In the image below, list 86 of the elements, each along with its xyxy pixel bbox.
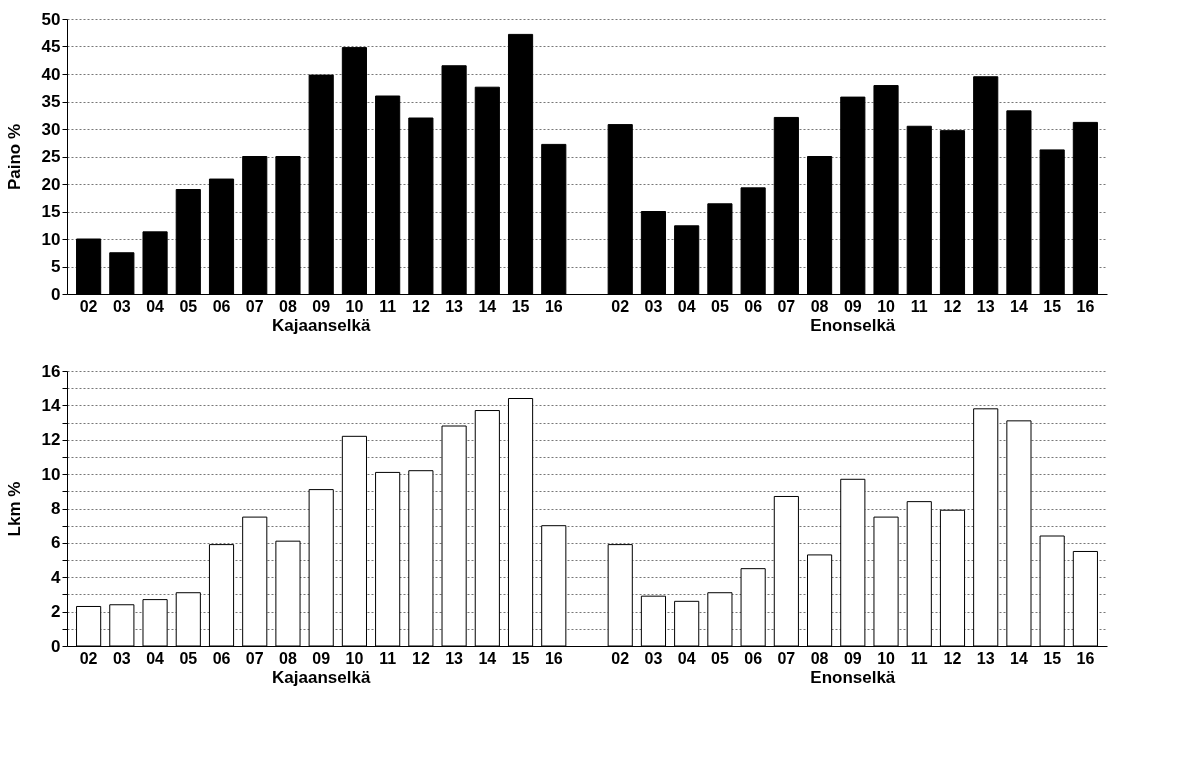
x-tick-label: 16 xyxy=(1076,650,1095,667)
x-tick-label: 03 xyxy=(644,650,663,667)
text: Kajaanselkä xyxy=(272,316,371,335)
x-tick-label: 09 xyxy=(843,650,862,667)
x-tick-label: 13 xyxy=(976,650,995,667)
x-tick-label: 07 xyxy=(245,298,264,315)
x-tick-label: 08 xyxy=(279,650,297,667)
x-tick-label: 12 xyxy=(411,650,430,667)
x-tick-label: 13 xyxy=(445,650,464,667)
text: Enonselkä xyxy=(810,316,896,335)
text: Kajaanselkä xyxy=(272,668,371,687)
y-tick-label: 5 xyxy=(51,257,61,276)
x-tick-label: 10 xyxy=(877,650,896,667)
x-tick-label: 11 xyxy=(910,650,928,667)
x-tick-label: 08 xyxy=(279,298,297,315)
x-tick-label: 13 xyxy=(445,298,464,315)
x-tick-label: 14 xyxy=(478,298,497,315)
y-tick-label: 40 xyxy=(41,64,61,84)
x-tick-label: 06 xyxy=(212,650,231,667)
y-tick-label: 25 xyxy=(41,147,61,166)
y-tick-label: 10 xyxy=(41,229,61,249)
x-tick-label: 16 xyxy=(544,650,563,667)
y-tick-label: 35 xyxy=(41,92,61,111)
y-axis-title: Paino % xyxy=(4,123,24,191)
x-tick-label: 08 xyxy=(810,298,829,315)
x-tick-label: 06 xyxy=(212,298,231,315)
x-tick-label: 12 xyxy=(411,298,430,315)
y-tick-label: 14 xyxy=(41,395,62,415)
x-tick-label: 05 xyxy=(179,650,198,667)
y-axis-title: Lkm % xyxy=(4,481,24,537)
x-tick-label: 15 xyxy=(511,298,530,315)
x-tick-label: 11 xyxy=(379,298,397,315)
x-tick-label: 14 xyxy=(478,650,497,667)
x-tick-label: 05 xyxy=(711,298,729,315)
y-tick-label: 20 xyxy=(41,174,61,194)
x-tick-label: 07 xyxy=(777,298,796,315)
x-tick-label: 02 xyxy=(611,650,630,667)
x-tick-label: 02 xyxy=(79,650,98,667)
x-tick-label: 15 xyxy=(1043,298,1062,315)
x-tick-label: 14 xyxy=(1010,298,1028,315)
y-tick-label: 4 xyxy=(51,567,62,587)
y-tick-label: 50 xyxy=(41,9,61,29)
x-tick-label: 16 xyxy=(544,298,563,315)
x-tick-label: 02 xyxy=(79,298,98,315)
x-tick-label: 07 xyxy=(245,650,264,667)
y-tick-label: 8 xyxy=(51,499,61,518)
x-tick-label: 12 xyxy=(943,298,962,315)
x-tick-label: 05 xyxy=(179,298,198,315)
x-tick-label: 03 xyxy=(112,650,131,667)
y-tick-label: 6 xyxy=(51,533,61,553)
x-tick-label: 10 xyxy=(345,650,364,667)
x-tick-label: 09 xyxy=(312,650,331,667)
x-tick-label: 04 xyxy=(146,650,165,667)
x-tick-label: 05 xyxy=(711,650,729,667)
x-tick-label: 15 xyxy=(1043,650,1062,667)
y-tick-label: 0 xyxy=(51,636,61,656)
x-tick-label: 02 xyxy=(611,298,630,315)
x-tick-label: 09 xyxy=(843,298,862,315)
x-tick-label: 11 xyxy=(379,650,397,667)
y-tick-label: 10 xyxy=(41,464,61,484)
y-tick-label: 45 xyxy=(41,37,61,56)
y-tick-label: 16 xyxy=(41,361,61,381)
x-tick-label: 09 xyxy=(312,298,331,315)
x-tick-label: 10 xyxy=(877,298,896,315)
y-tick-label: 30 xyxy=(41,119,61,139)
y-tick-label: 0 xyxy=(51,284,61,304)
x-tick-label: 07 xyxy=(777,650,796,667)
x-tick-label: 03 xyxy=(112,298,131,315)
x-tick-label: 04 xyxy=(677,650,696,667)
x-tick-label: 08 xyxy=(810,650,829,667)
x-tick-label: 15 xyxy=(511,650,530,667)
y-tick-label: 15 xyxy=(41,202,61,221)
x-tick-label: 10 xyxy=(345,298,364,315)
x-tick-label: 04 xyxy=(146,298,165,315)
x-tick-label: 03 xyxy=(644,298,663,315)
x-tick-label: 13 xyxy=(976,298,995,315)
text: Enonselkä xyxy=(810,668,896,687)
x-tick-label: 06 xyxy=(744,650,763,667)
y-tick-label: 2 xyxy=(51,602,61,622)
x-tick-label: 06 xyxy=(744,298,763,315)
x-tick-label: 16 xyxy=(1076,298,1095,315)
y-tick-label: 12 xyxy=(41,430,61,450)
x-tick-label: 14 xyxy=(1010,650,1028,667)
x-tick-label: 12 xyxy=(943,650,962,667)
x-tick-label: 11 xyxy=(910,298,928,315)
x-tick-label: 04 xyxy=(677,298,696,315)
